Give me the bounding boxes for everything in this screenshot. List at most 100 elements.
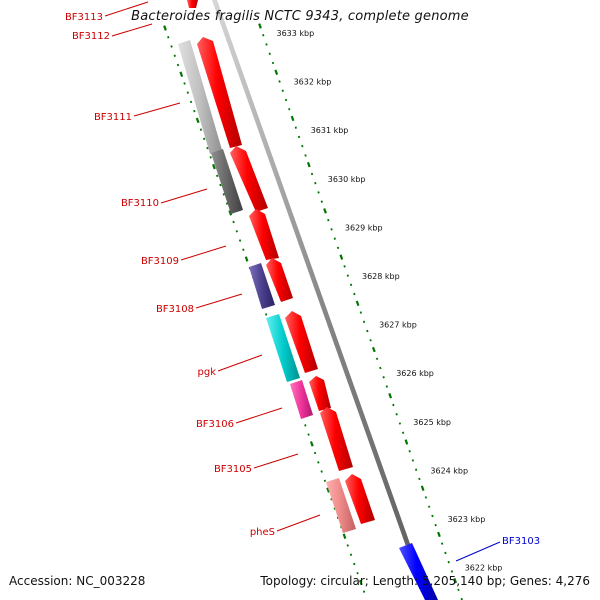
leader-BF3112 — [111, 23, 153, 37]
ruler-tick — [437, 531, 441, 538]
ruler-tick — [288, 107, 291, 111]
ruler-tick — [392, 403, 395, 407]
ruler-tick — [353, 292, 356, 296]
cog-feature-navy — [249, 263, 275, 309]
ruler-label: 3630 kbp — [328, 175, 366, 184]
ruler-tick — [317, 191, 320, 194]
inner-tick — [242, 248, 245, 252]
gene-label-pgk[interactable]: pgk — [198, 367, 217, 378]
leader-BF3108 — [195, 293, 243, 309]
inner-tick — [320, 470, 323, 473]
gene-label-BF3105[interactable]: BF3105 — [214, 464, 252, 475]
ruler-label: 3628 kbp — [362, 272, 400, 281]
cog-feature-pink — [326, 478, 356, 533]
map-title: Bacteroides fragilis NCTC 9343, complete… — [131, 9, 469, 24]
inner-tick — [346, 544, 349, 547]
ruler-tick — [265, 43, 268, 46]
gene-label-BF3108[interactable]: BF3108 — [156, 304, 194, 315]
inner-tick — [167, 35, 170, 39]
ruler-tick — [330, 228, 333, 231]
ruler-tick — [301, 144, 304, 148]
ruler-tick — [294, 126, 297, 129]
inner-tick — [326, 487, 331, 493]
cds-BF3108-forward[interactable] — [285, 311, 318, 373]
ruler-tick — [278, 80, 281, 83]
leader-BF3103 — [455, 541, 501, 562]
ruler-tick — [414, 468, 418, 472]
leader-BF3105 — [253, 453, 299, 469]
cds-BF3105-forward[interactable] — [345, 474, 375, 524]
cog-feature-cyan — [266, 314, 300, 382]
inner-tick — [353, 562, 356, 566]
gene-label-BF3103[interactable]: BF3103 — [502, 536, 540, 547]
inner-tick — [330, 497, 333, 501]
ruler-label: 3627 kbp — [379, 321, 417, 330]
inner-tick — [212, 163, 216, 170]
inner-tick — [244, 256, 249, 262]
inner-tick — [358, 579, 363, 586]
ruler-tick — [284, 98, 288, 102]
inner-tick — [202, 137, 206, 141]
inner-tick — [183, 82, 186, 85]
gene-label-BF3112[interactable]: BF3112 — [72, 31, 110, 42]
inner-tick — [342, 533, 347, 539]
ruler-tick — [310, 172, 314, 176]
ruler-tick — [369, 339, 372, 342]
leader-BF3113 — [104, 1, 149, 17]
ruler-tick — [450, 570, 454, 573]
accession-text: Accession: NC_003228 — [9, 574, 146, 588]
ruler-tick-track — [258, 23, 463, 600]
cds-BF3103-reverse[interactable] — [399, 543, 438, 600]
cds-BF3106-forward[interactable] — [320, 407, 353, 471]
ruler-tick — [290, 115, 295, 122]
gene-label-BF3109[interactable]: BF3109 — [141, 256, 179, 267]
ruler-tick — [274, 69, 279, 75]
gene-label-pheS[interactable]: pheS — [250, 527, 275, 538]
cds-BF3113-forward[interactable] — [187, 0, 198, 8]
ruler-tick — [262, 33, 265, 37]
genome-backbone — [212, 0, 430, 600]
inner-tick — [195, 117, 200, 124]
gene-label-BF3113[interactable]: BF3113 — [65, 12, 103, 23]
gene-label-BF3111[interactable]: BF3111 — [94, 112, 132, 123]
ruler-tick — [375, 357, 379, 360]
gene-label-BF3110[interactable]: BF3110 — [121, 198, 159, 209]
ruler-tick — [297, 135, 301, 139]
cds-BF3112-forward[interactable] — [197, 37, 242, 148]
ruler-tick — [453, 577, 458, 584]
ruler-tick — [304, 154, 307, 157]
ruler-tick — [371, 346, 376, 353]
cog-feature-light-gray — [178, 40, 222, 154]
inner-tick — [186, 91, 190, 94]
ruler-tick — [343, 265, 346, 268]
ruler-tick — [281, 89, 284, 93]
inner-tick — [216, 174, 219, 178]
inner-tick — [193, 109, 196, 113]
ruler-tick — [420, 485, 425, 491]
inner-tick — [199, 128, 203, 131]
ruler-tick — [333, 237, 337, 240]
ruler-tick — [418, 477, 421, 481]
cds-pgk-forward[interactable] — [309, 376, 331, 411]
gene-label-BF3106[interactable]: BF3106 — [196, 419, 234, 430]
ruler-tick — [440, 542, 444, 545]
inner-tick — [238, 239, 242, 242]
ruler-tick — [271, 61, 275, 65]
inner-tick — [264, 313, 268, 316]
ruler-label: 3631 kbp — [311, 126, 349, 135]
leader-BF3106 — [235, 407, 283, 424]
ruler-tick — [395, 412, 398, 416]
cds-BF3110-forward[interactable] — [249, 209, 279, 260]
ruler-tick — [366, 329, 369, 333]
ruler-tick — [408, 449, 411, 453]
ruler-tick — [434, 523, 437, 527]
ruler-tick — [359, 311, 363, 314]
inner-tick — [225, 202, 229, 205]
cds-BF3109-forward[interactable] — [266, 258, 293, 302]
inner-tick — [179, 71, 184, 77]
inner-tick — [176, 63, 180, 67]
inner-tick — [206, 146, 209, 150]
cds-BF3111-forward[interactable] — [230, 146, 268, 212]
ruler-label: 3626 kbp — [396, 369, 434, 378]
